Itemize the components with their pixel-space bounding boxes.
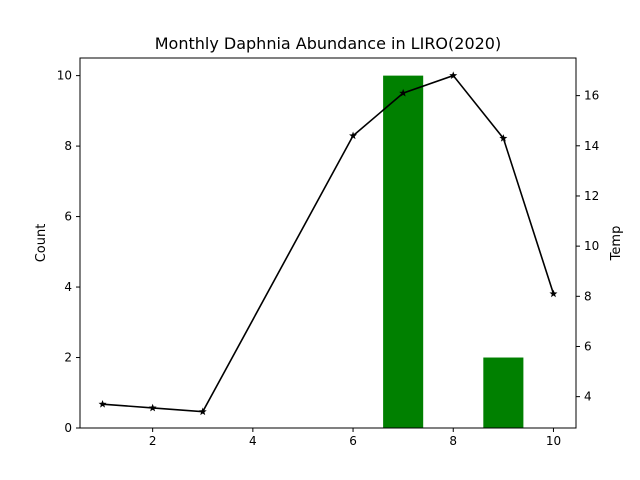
bar-series <box>383 75 524 428</box>
x-tick-label: 8 <box>449 434 457 448</box>
temp-marker <box>198 407 207 416</box>
temp-marker <box>148 403 157 412</box>
line-series <box>98 71 558 416</box>
y-left-tick-label: 2 <box>64 351 72 365</box>
y-left-tick-label: 4 <box>64 280 72 294</box>
y-right-tick-label: 16 <box>584 89 599 103</box>
y-axis-left-label: Count <box>34 224 49 263</box>
temp-marker <box>399 88 408 97</box>
x-tick-label: 10 <box>546 434 561 448</box>
y-left-tick-label: 10 <box>57 69 72 83</box>
y-left-tick-label: 8 <box>64 139 72 153</box>
x-tick-label: 4 <box>249 434 257 448</box>
y-right-tick-label: 4 <box>584 390 592 404</box>
temp-marker <box>449 71 458 79</box>
y-left-tick-label: 0 <box>64 421 72 435</box>
x-tick-label: 2 <box>149 434 157 448</box>
chart-title: Monthly Daphnia Abundance in LIRO(2020) <box>155 34 501 53</box>
temp-marker <box>349 131 358 140</box>
bar <box>483 357 524 428</box>
y-axis-right-label: Temp <box>609 226 624 262</box>
plot-frame <box>79 57 577 429</box>
bar <box>383 75 424 428</box>
x-axis: 2 4 6 8 10 <box>149 428 561 448</box>
temp-marker <box>499 134 508 142</box>
y-right-tick-label: 8 <box>584 289 592 303</box>
y-right-tick-label: 12 <box>584 189 599 203</box>
y-axis-left: 0 2 4 6 8 10 <box>57 69 80 435</box>
y-right-tick-label: 10 <box>584 239 599 253</box>
temp-line <box>102 74 555 413</box>
y-left-tick-label: 6 <box>64 210 72 224</box>
temp-marker <box>98 399 107 408</box>
y-right-tick-label: 6 <box>584 339 592 353</box>
y-right-tick-label: 14 <box>584 139 599 153</box>
x-tick-label: 6 <box>349 434 357 448</box>
temp-marker <box>549 289 558 298</box>
y-axis-right: 4 6 8 10 12 14 16 <box>576 89 599 404</box>
